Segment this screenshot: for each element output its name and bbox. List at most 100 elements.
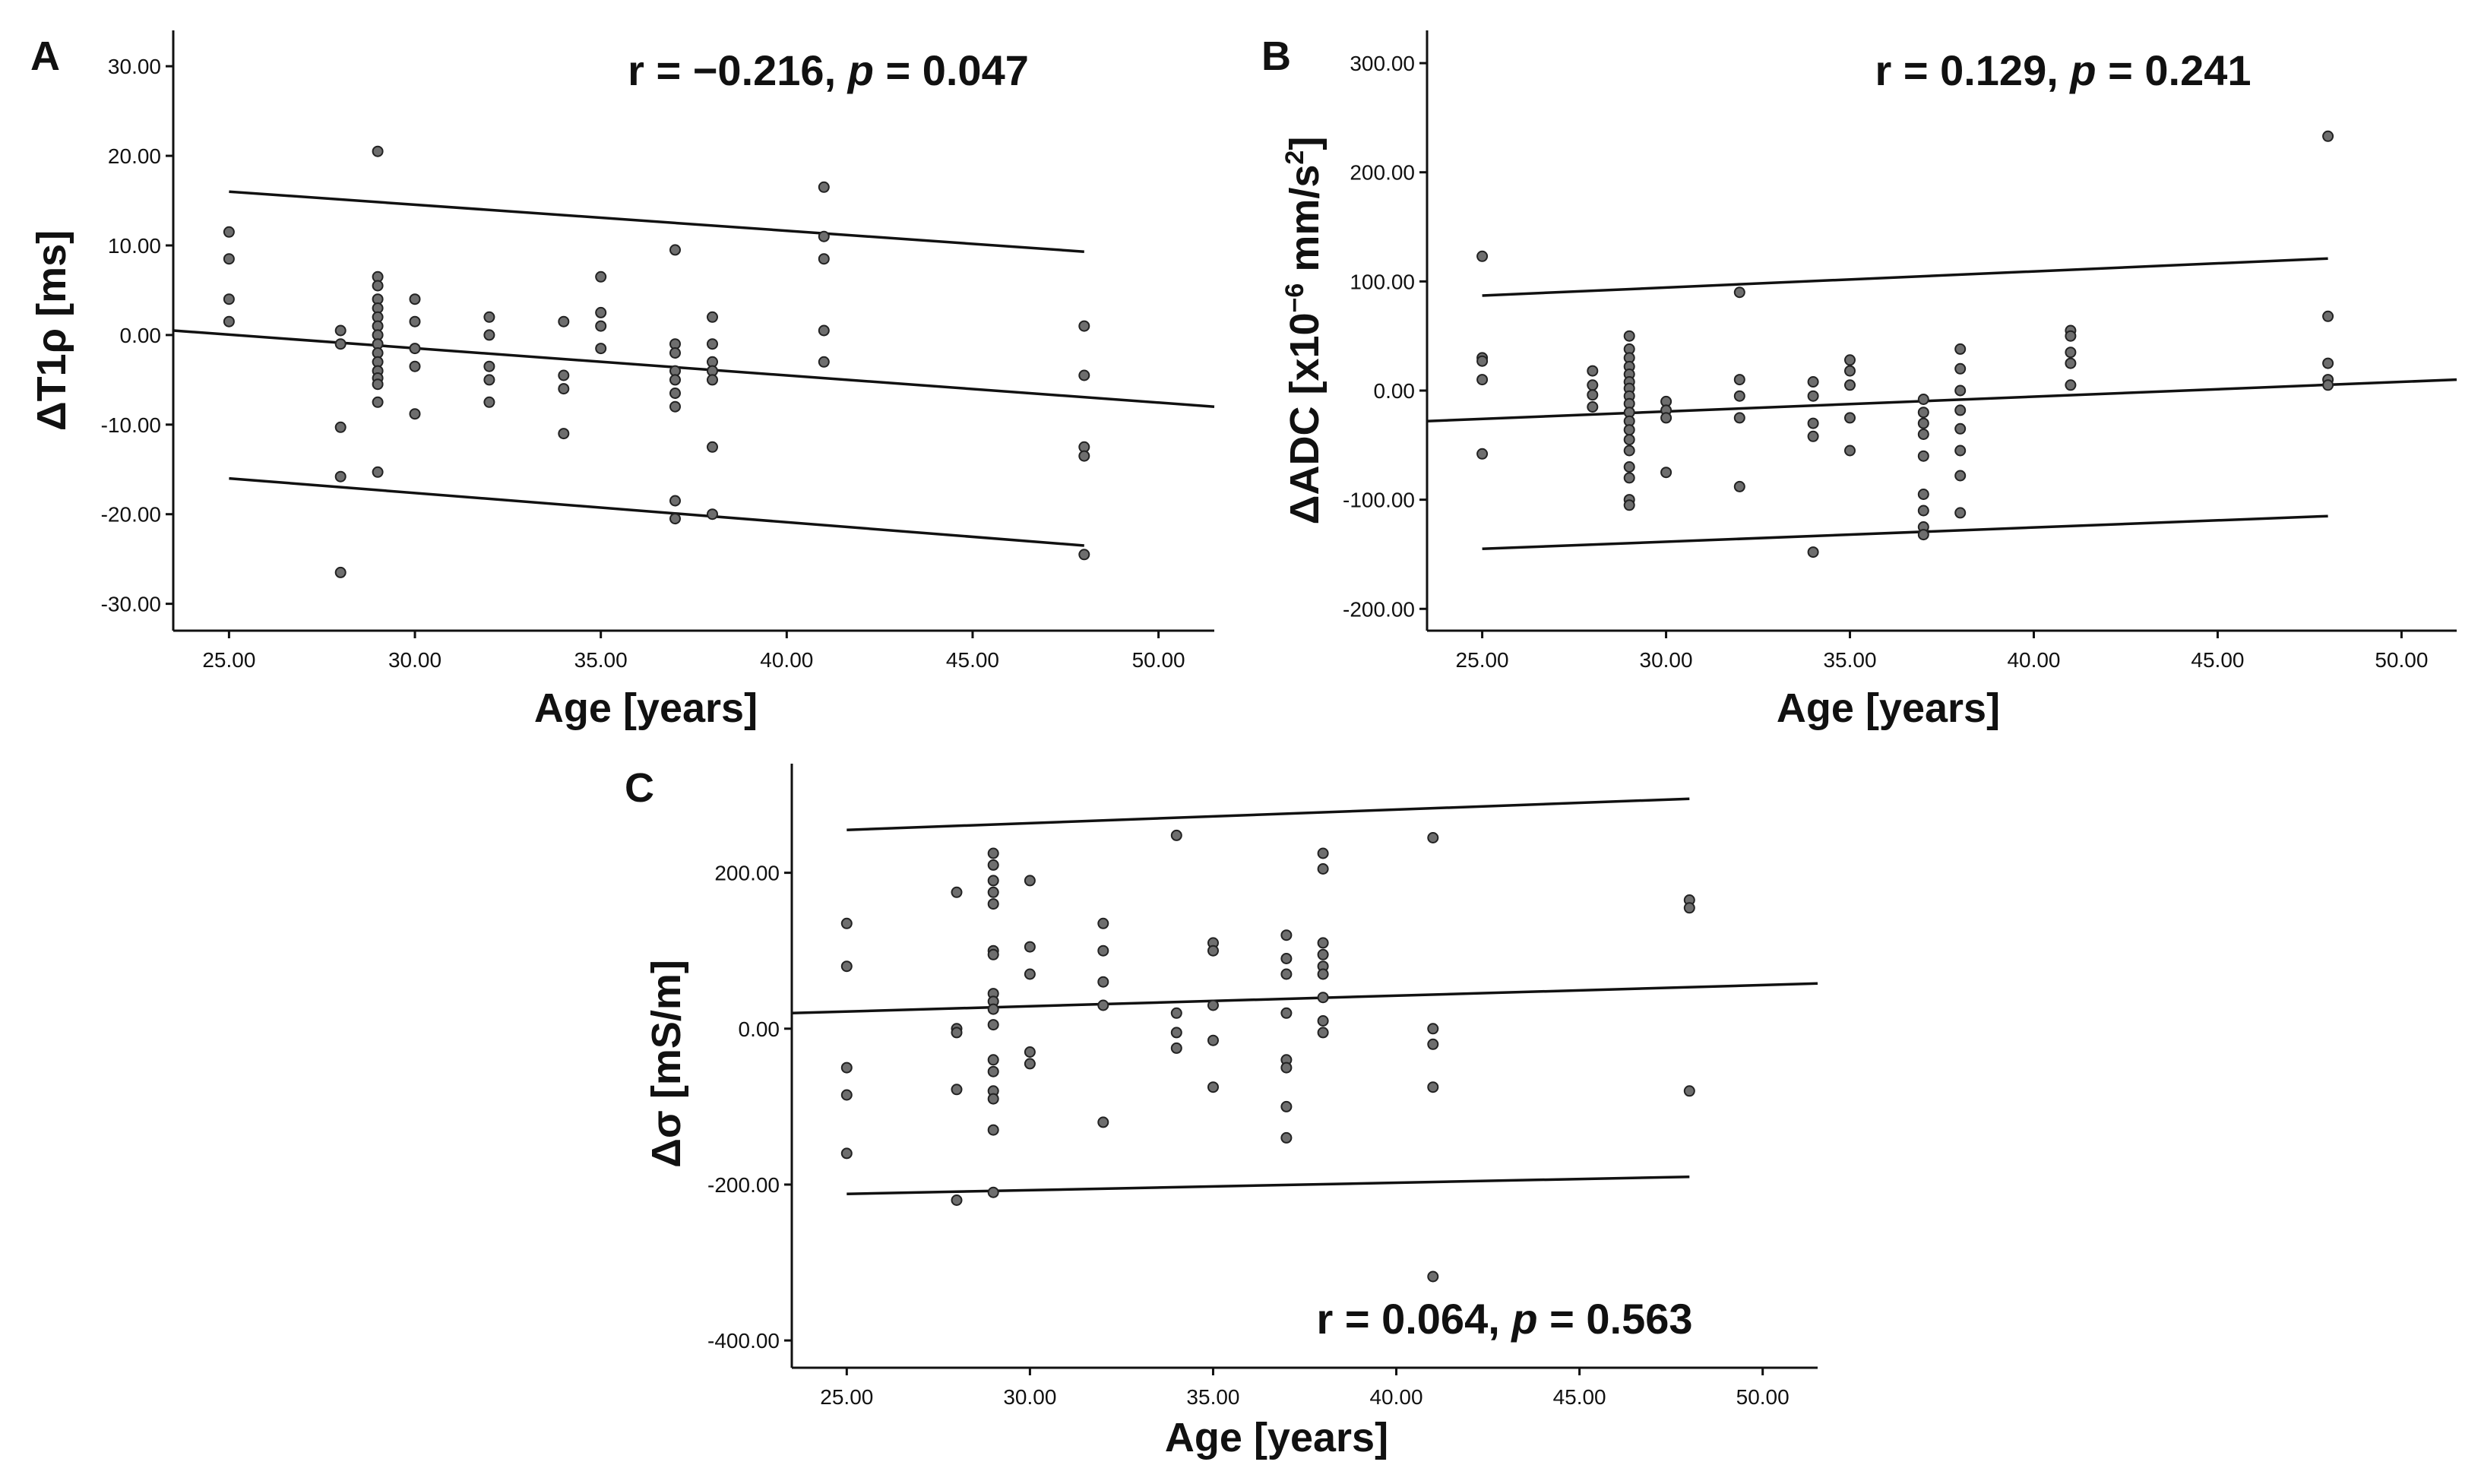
panel-b-data-point <box>1954 404 1967 416</box>
panel-a-x-tick-label: 30.00 <box>388 648 441 672</box>
panel-c-data-point <box>840 917 853 929</box>
panel-a-y-tick-label: 30.00 <box>108 55 161 78</box>
panel-a-data-point <box>409 360 421 372</box>
panel-c-letter: C <box>625 765 654 811</box>
panel-c-data-point <box>1097 945 1109 957</box>
panel-c-x-axis-label: Age [years] <box>1165 1415 1388 1460</box>
panel-c-data-point <box>1207 1081 1219 1093</box>
panel-b-letter: B <box>1261 33 1291 79</box>
panel-c-data-point <box>1024 1046 1036 1058</box>
panel-b-data-point <box>1733 390 1745 402</box>
panel-a-data-point <box>1078 369 1090 381</box>
panel-c-data-point <box>840 960 853 973</box>
panel-c-data-point <box>987 847 999 859</box>
panel-c-data-point <box>1317 1027 1329 1039</box>
panel-a-y-tick-label: 20.00 <box>108 144 161 168</box>
panel-a-data-point <box>409 408 421 420</box>
panel-b-data-point <box>2322 130 2334 142</box>
panel-c-data-point <box>1317 863 1329 875</box>
panel-b-data-point <box>1623 330 1635 342</box>
panel-b-data-point <box>2065 357 2077 369</box>
panel-c-regression-line <box>791 982 1818 1015</box>
panel-a-data-point <box>372 396 384 408</box>
panel-b-data-point <box>1807 430 1819 442</box>
panel-a-data-point <box>707 338 718 350</box>
panel-b-data-point <box>2065 379 2077 391</box>
panel-b-x-tick-label: 30.00 <box>1640 648 1693 672</box>
panel-b-x-tick-label: 40.00 <box>2007 648 2060 672</box>
panel-c-data-point <box>1207 1034 1219 1046</box>
panel-b-data-point <box>1733 412 1745 424</box>
panel-c-correlation-annotation: r = 0.064, p = 0.563 <box>1316 1295 1692 1343</box>
panel-c-data-point <box>1317 948 1329 960</box>
panel-a-data-point <box>372 378 384 391</box>
panel-b-data-point <box>1660 412 1672 424</box>
panel-c-data-point <box>1170 1027 1182 1039</box>
panel-a-data-point <box>595 271 607 283</box>
panel-b-confidence-lower-line <box>1482 514 2328 551</box>
panel-b-data-point <box>1807 546 1819 558</box>
panel-a-data-point <box>818 356 830 368</box>
panel-a-data-point <box>707 311 718 323</box>
panel-c-data-point <box>1280 1062 1293 1074</box>
panel-b-data-point <box>1844 412 1856 424</box>
panel-c-data-point <box>1427 1023 1439 1035</box>
panel-a-data-point <box>223 253 235 265</box>
panel-c-data-point <box>1280 1007 1293 1019</box>
panel-b-data-point <box>1623 499 1635 511</box>
panel-c-confidence-upper-line <box>847 797 1690 831</box>
panel-c-data-point <box>1280 968 1293 980</box>
panel-a-confidence-lower-line <box>229 476 1084 547</box>
panel-b-data-point <box>1623 472 1635 484</box>
panel-a-data-point <box>223 293 235 305</box>
panel-c-data-point <box>1317 992 1329 1004</box>
panel-c-data-point <box>1170 1007 1182 1019</box>
panel-c-data-point <box>840 1089 853 1101</box>
panel-c-data-point <box>987 1186 999 1198</box>
panel-b-data-point <box>1917 429 1929 440</box>
panel-c-data-point <box>987 886 999 898</box>
panel-c-scatter-chart: C 25.00 30.00 35.00 40.00 45.00 50.00 -400.00 -2… <box>625 764 1818 1460</box>
panel-a-data-point <box>483 311 495 323</box>
panel-a-scatter-chart: A 25.00 30.00 35.00 40.00 45.00 50.00 -30.00 -20… <box>29 30 1215 731</box>
panel-a-y-tick-label: -20.00 <box>101 503 161 527</box>
panel-a-correlation-annotation: r = −0.216, p = 0.047 <box>628 46 1029 94</box>
panel-c-data-point <box>987 948 999 960</box>
panel-a-data-point <box>334 470 347 483</box>
panel-a-data-point <box>409 293 421 305</box>
panel-b-data-point <box>1587 379 1599 391</box>
panel-b-data-point <box>1844 379 1856 391</box>
panel-b-data-point <box>1476 250 1489 262</box>
panel-b-y-tick-label: 100.00 <box>1350 270 1415 293</box>
panel-c-x-tick-label: 35.00 <box>1186 1385 1239 1409</box>
panel-a-data-point <box>483 396 495 408</box>
panel-b-data-point <box>2065 330 2077 342</box>
panel-a-data-point <box>372 280 384 292</box>
panel-b-data-point <box>1844 365 1856 377</box>
panel-b-data-point <box>1917 505 1929 517</box>
panel-c-data-point <box>1024 941 1036 953</box>
panel-b-y-tick-label: -200.00 <box>1343 597 1415 621</box>
panel-a-data-point <box>483 374 495 386</box>
panel-b-data-point <box>2065 346 2077 359</box>
panel-c-data-point <box>1097 917 1109 929</box>
panel-c-data-point <box>1427 1038 1439 1050</box>
panel-a-data-point <box>1078 549 1090 561</box>
panel-a-data-point <box>669 513 681 525</box>
panel-c-data-point <box>987 1065 999 1077</box>
panel-b-data-point <box>1587 365 1599 377</box>
panel-b-data-point <box>1733 374 1745 386</box>
panel-a-data-point <box>1078 320 1090 332</box>
panel-c-y-tick-label: 200.00 <box>714 862 780 885</box>
panel-c-data-point <box>1280 1100 1293 1112</box>
panel-b-data-point <box>1807 390 1819 402</box>
panel-c-data-point <box>1683 902 1695 914</box>
panel-c-data-point <box>840 1147 853 1160</box>
panel-c-data-point <box>1280 1131 1293 1144</box>
panel-b-data-point <box>1954 445 1967 457</box>
panel-b-data-point <box>1623 445 1635 457</box>
panel-a-data-point <box>669 400 681 413</box>
panel-a-data-point <box>223 315 235 327</box>
panel-c-data-point <box>1170 1042 1182 1054</box>
panel-b-x-tick-label: 25.00 <box>1456 648 1509 672</box>
